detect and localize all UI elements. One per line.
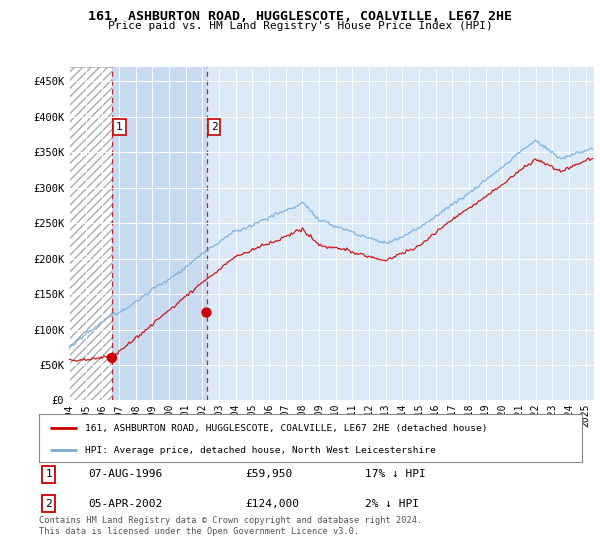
Text: 07-AUG-1996: 07-AUG-1996 — [88, 469, 162, 479]
Text: 161, ASHBURTON ROAD, HUGGLESCOTE, COALVILLE, LE67 2HE: 161, ASHBURTON ROAD, HUGGLESCOTE, COALVI… — [88, 10, 512, 23]
Text: 1: 1 — [116, 122, 123, 132]
Bar — [69, 67, 112, 400]
Bar — [112, 67, 206, 400]
Text: HPI: Average price, detached house, North West Leicestershire: HPI: Average price, detached house, Nort… — [85, 446, 436, 455]
Text: 2: 2 — [46, 498, 52, 508]
Point — [107, 353, 117, 362]
Point — [202, 308, 211, 317]
Text: 05-APR-2002: 05-APR-2002 — [88, 498, 162, 508]
Text: Contains HM Land Registry data © Crown copyright and database right 2024.
This d: Contains HM Land Registry data © Crown c… — [39, 516, 422, 536]
Text: £124,000: £124,000 — [245, 498, 299, 508]
Text: 1: 1 — [46, 469, 52, 479]
Text: 17% ↓ HPI: 17% ↓ HPI — [365, 469, 425, 479]
Text: Price paid vs. HM Land Registry's House Price Index (HPI): Price paid vs. HM Land Registry's House … — [107, 21, 493, 31]
Text: 2: 2 — [211, 122, 217, 132]
Text: 161, ASHBURTON ROAD, HUGGLESCOTE, COALVILLE, LE67 2HE (detached house): 161, ASHBURTON ROAD, HUGGLESCOTE, COALVI… — [85, 424, 488, 433]
Text: £59,950: £59,950 — [245, 469, 293, 479]
Text: 2% ↓ HPI: 2% ↓ HPI — [365, 498, 419, 508]
